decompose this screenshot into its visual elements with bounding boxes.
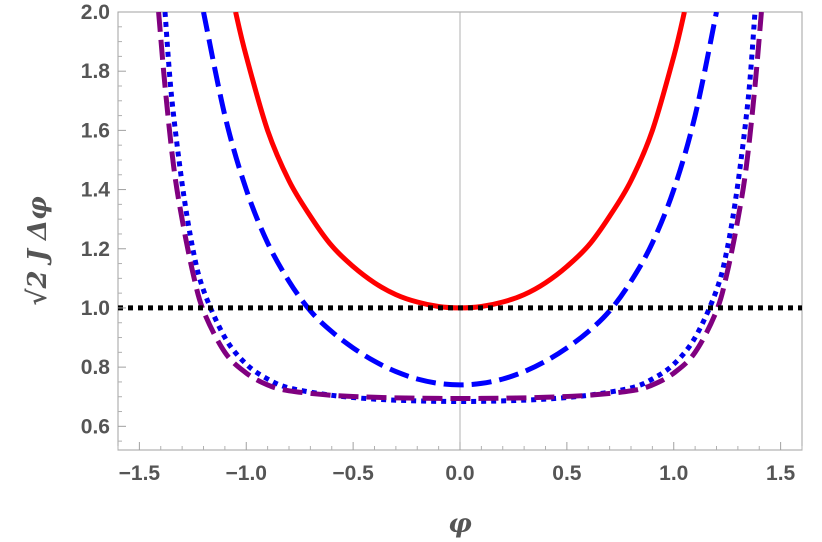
x-tick-label: 0.5 [552, 462, 582, 485]
y-tick-label: 1.0 [81, 297, 110, 320]
y-tick-label: 1.8 [81, 60, 111, 83]
y-tick-label: 1.4 [81, 179, 111, 202]
x-axis-ticks: −1.5 −1.0 −0.5 0.0 0.5 1.0 1.5 [117, 442, 803, 485]
y-tick-label: 1.6 [81, 119, 110, 142]
y-tick-label: 0.6 [81, 415, 110, 438]
y-tick-label: 0.8 [81, 356, 111, 379]
series-line-4 [156, 12, 764, 402]
x-axis-label: φ [448, 509, 472, 539]
x-tick-label: −0.5 [332, 462, 374, 485]
y-tick-label: 2.0 [81, 1, 110, 24]
x-tick-label: −1.5 [119, 462, 161, 485]
series-line-2 [201, 12, 719, 388]
y-tick-label: 1.2 [81, 238, 110, 261]
y-axis-label: √2 J Δφ [23, 196, 53, 306]
x-tick-label: −1.0 [226, 462, 267, 485]
x-tick-label: 1.5 [766, 462, 796, 485]
x-tick-label: 0.0 [445, 462, 474, 485]
series-layer [118, 12, 802, 405]
y-axis-ticks: 0.6 0.8 1.0 1.2 1.4 1.6 1.8 2.0 [81, 1, 126, 442]
x-tick-label: 1.0 [659, 462, 688, 485]
